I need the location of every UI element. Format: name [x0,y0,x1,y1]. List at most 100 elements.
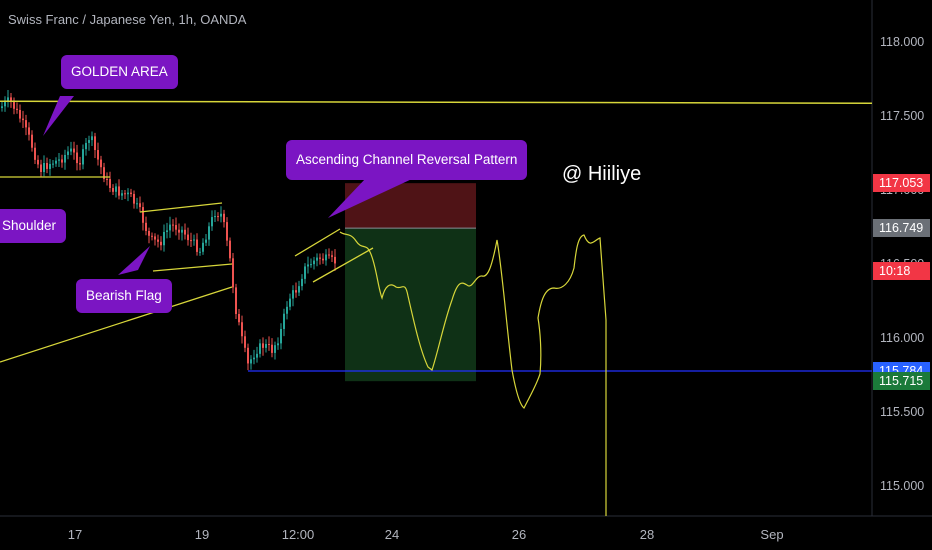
candle-body [250,359,252,364]
candle-body [178,229,180,233]
time-tick: 17 [67,527,83,542]
candle-body [241,322,243,337]
golden-area-pointer [43,96,74,136]
candle-body [31,134,33,148]
candle-body [97,150,99,160]
forecast-path[interactable] [339,231,607,516]
candle-body [124,193,126,195]
candle-body [190,240,192,242]
shoulder-callout[interactable]: Shoulder [0,209,67,243]
candle-body [79,163,81,165]
candle-body [181,229,183,233]
candle-body [76,152,78,164]
candle-body [10,97,12,101]
candle-body [106,178,108,180]
price-badge: 115.715 [873,372,930,391]
candle-body [208,226,210,240]
candle-body [73,148,75,153]
channel-lower-line [312,247,374,283]
candle-body [202,242,204,252]
pattern-drawings[interactable] [0,176,374,363]
candle-body [13,100,15,109]
candle-body [64,154,66,163]
flag-upper-line [139,202,223,213]
candle-body [322,258,324,261]
price-tick: 117.500 [880,109,925,123]
candle-body [151,235,153,237]
candle-body [40,164,42,173]
price-badge: 117.053 [873,174,930,193]
time-tick: 28 [639,527,655,542]
candle-body [127,192,129,195]
candle-body [148,230,150,236]
candle-body [319,257,321,259]
candle-body [247,347,249,364]
candle-body [157,239,159,242]
price-tick: 115.000 [880,479,925,493]
channel-pointer [328,178,414,218]
candle-body [145,222,147,231]
bearish-flag-callout[interactable]: Bearish Flag [76,279,172,313]
candle-body [4,101,6,107]
candle-body [274,345,276,353]
price-tick: 115.500 [880,405,925,419]
candle-body [34,147,36,160]
candle-body [82,149,84,165]
candle-body [136,203,138,205]
candle-body [214,216,216,218]
author-watermark: @ Hiiliye [562,163,642,185]
candle-body [1,106,3,108]
candle-body [292,290,294,299]
candle-body [115,186,117,192]
candle-body [229,240,231,259]
candle-body [313,260,315,265]
symbol-title[interactable]: Swiss Franc / Japanese Yen, 1h, OANDA [8,12,247,27]
candle-body [238,314,240,323]
candle-body [7,97,9,102]
candle-body [310,264,312,266]
candle-body [265,344,267,348]
candle-body [100,159,102,168]
candle-body [205,239,207,243]
candle-body [226,222,228,241]
candle-body [58,159,60,161]
candle-body [28,127,30,135]
candle-body [304,266,306,279]
candle-body [289,298,291,307]
candle-body [280,328,282,344]
time-tick: 19 [194,527,210,542]
candle-body [169,224,171,231]
candle-body [94,136,96,151]
candle-body [49,164,51,169]
channel-callout[interactable]: Ascending Channel Reversal Pattern [286,140,528,180]
candle-body [199,251,201,253]
candle-body [85,142,87,150]
candle-body [91,136,93,141]
candle-body [328,254,330,256]
flag-lower-line [152,263,233,272]
candle-body [46,162,48,169]
price-badge: 116.749 [873,219,930,238]
golden-area-callout[interactable]: GOLDEN AREA [61,55,178,89]
candle-body [193,239,195,241]
candle-body [259,343,261,354]
candle-body [142,207,144,223]
candle-body [283,313,285,329]
candle-body [160,241,162,246]
candle-body [316,257,318,261]
candles [1,89,336,371]
candle-body [211,217,213,227]
time-tick: Sep [760,527,784,542]
candle-body [22,118,24,121]
price-badge: 10:18 [873,261,930,280]
long-trendline [0,286,233,363]
candle-body [223,213,225,223]
price-tick: 116.000 [880,331,925,345]
candle-body [277,343,279,346]
golden-area-line[interactable] [0,100,873,104]
candle-body [244,336,246,348]
candle-body [121,193,123,196]
candle-body [217,216,219,218]
candle-body [166,230,168,233]
